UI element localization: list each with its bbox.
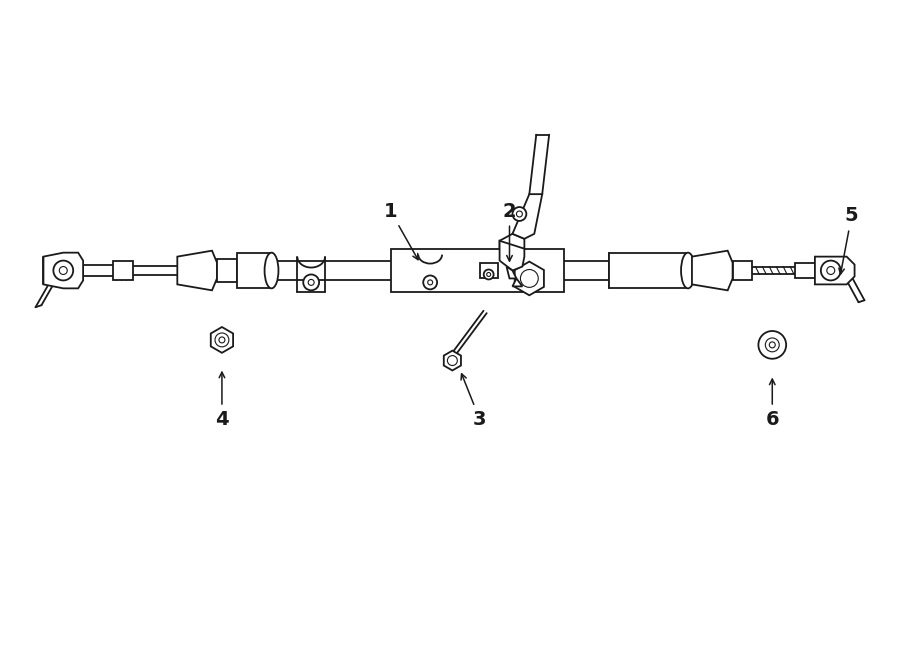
Text: 2: 2 (503, 202, 517, 261)
Bar (608, 253, 688, 288)
Circle shape (487, 272, 491, 276)
Polygon shape (177, 251, 217, 290)
Circle shape (423, 276, 437, 290)
Circle shape (428, 280, 433, 285)
Circle shape (59, 266, 68, 274)
Polygon shape (515, 262, 544, 295)
Polygon shape (692, 251, 733, 290)
Circle shape (303, 274, 320, 290)
Polygon shape (480, 262, 498, 278)
Circle shape (759, 331, 787, 359)
Text: 4: 4 (215, 372, 229, 429)
Ellipse shape (681, 253, 695, 288)
Polygon shape (500, 234, 525, 249)
Polygon shape (217, 258, 237, 282)
Circle shape (53, 260, 73, 280)
Text: 6: 6 (766, 379, 779, 429)
Circle shape (520, 270, 538, 288)
Polygon shape (444, 350, 461, 370)
Circle shape (770, 342, 775, 348)
Circle shape (827, 266, 834, 274)
Text: 5: 5 (839, 206, 859, 274)
Polygon shape (814, 256, 855, 284)
Polygon shape (237, 253, 272, 288)
Polygon shape (512, 278, 522, 286)
Circle shape (512, 207, 526, 221)
Polygon shape (43, 253, 83, 288)
Circle shape (483, 270, 493, 280)
Bar (391, 249, 564, 292)
Text: 1: 1 (383, 202, 418, 260)
Polygon shape (512, 194, 542, 239)
Circle shape (765, 338, 779, 352)
Polygon shape (507, 266, 517, 278)
Polygon shape (500, 241, 525, 270)
Circle shape (308, 280, 314, 286)
Polygon shape (795, 262, 815, 278)
Polygon shape (733, 260, 752, 280)
Circle shape (447, 356, 457, 366)
Ellipse shape (265, 253, 278, 288)
Circle shape (215, 333, 229, 347)
Polygon shape (211, 327, 233, 353)
Text: 3: 3 (461, 374, 487, 429)
Circle shape (821, 260, 841, 280)
Circle shape (517, 211, 522, 217)
Circle shape (219, 337, 225, 343)
Polygon shape (112, 260, 132, 280)
